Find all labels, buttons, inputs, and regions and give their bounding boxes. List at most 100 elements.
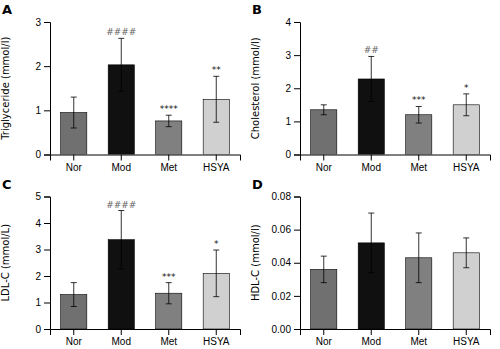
panel-label: C: [2, 177, 12, 192]
x-tick-mark: [466, 155, 467, 161]
y-tick-mark: [44, 155, 50, 156]
error-bar: [321, 105, 327, 115]
x-tick-mark: [216, 155, 217, 161]
error-bar: [71, 283, 77, 307]
axis-line: [301, 330, 491, 336]
y-tick: 1: [285, 116, 300, 127]
x-axis: Nor Mod Met HSYA: [51, 329, 241, 347]
x-tick-mark: [323, 329, 324, 335]
error-bar: [416, 106, 422, 123]
x-tick: Mod: [112, 155, 131, 173]
figure: 0123NorModMetHSYA####******Triglyceride …: [0, 0, 500, 349]
error-bar: [118, 38, 124, 91]
error-bar: [368, 213, 374, 273]
y-axis: 0123: [35, 17, 50, 161]
x-tick: Nor: [66, 155, 83, 173]
x-tick: Met: [410, 155, 427, 173]
y-tick: 0.08: [272, 191, 300, 202]
y-tick-label: 2: [285, 83, 291, 94]
x-tick: Mod: [112, 329, 131, 347]
x-tick: HSYA: [453, 329, 480, 347]
x-axis: NorModMetHSYA: [51, 155, 241, 173]
panel: 012345NorModMetHSYA####****LDL-C (mmol/L…: [0, 177, 240, 348]
x-tick: Nor: [66, 329, 83, 347]
panel: 0.000.020.040.060.08NorModMetHSYAHDL-C (…: [250, 177, 490, 348]
x-tick-mark: [121, 329, 122, 335]
y-axis-title: Cholesterol (mmol/l): [250, 37, 261, 139]
x-tick-label: Mod: [362, 162, 381, 173]
y-tick: 5: [35, 191, 50, 202]
y-tick: 0: [35, 324, 50, 335]
x-axis: Nor Mod Met HSYA: [301, 329, 491, 347]
error-bar: [321, 256, 327, 283]
y-tick: 0.06: [272, 224, 300, 235]
x-tick: Mod: [362, 155, 381, 173]
annotation: ***: [162, 272, 176, 282]
error-bar: [166, 283, 172, 304]
annotation: ####: [106, 200, 136, 210]
y-tick: 3: [35, 244, 50, 255]
plot-area: [311, 213, 480, 329]
y-tick-label: 1: [35, 297, 41, 308]
x-tick-mark: [466, 329, 467, 335]
y-tick: 2: [285, 83, 300, 94]
x-axis: NorModMetHSYA: [301, 155, 491, 173]
x-tick-mark: [418, 155, 419, 161]
x-tick: Met: [410, 329, 427, 347]
annotation: ####: [106, 27, 136, 37]
annotations: ##****: [364, 45, 469, 105]
x-tick: Mod: [362, 329, 381, 347]
y-tick: 0.02: [272, 291, 300, 302]
plot-area: [61, 211, 230, 329]
y-tick-mark: [294, 121, 300, 122]
y-tick-mark: [294, 155, 300, 156]
y-tick-mark: [44, 250, 50, 251]
plot-area: [311, 56, 480, 154]
y-tick: 0: [285, 149, 300, 160]
x-tick-label: HSYA: [203, 162, 230, 173]
y-tick-mark: [294, 329, 300, 330]
y-tick: 0.04: [272, 257, 300, 268]
x-tick-mark: [371, 155, 372, 161]
axis-line: [294, 197, 301, 330]
y-tick-mark: [44, 223, 50, 224]
x-tick-label: HSYA: [203, 336, 230, 347]
y-tick-label: 0: [35, 149, 41, 160]
y-tick-label: 0: [35, 324, 41, 335]
y-axis: 0 1 2 3 4: [285, 17, 300, 161]
y-tick: 1: [35, 105, 50, 116]
x-tick: Nor: [316, 329, 333, 347]
y-tick-label: 1: [35, 105, 41, 116]
annotation: *: [464, 83, 469, 93]
y-tick-mark: [44, 276, 50, 277]
y-tick-mark: [294, 22, 300, 23]
axis-line: [301, 155, 491, 161]
y-axis-title: HDL-C (mmol/l): [250, 224, 261, 301]
axis-line: [44, 23, 51, 156]
y-tick-label: 3: [285, 50, 291, 61]
x-tick: Met: [160, 329, 177, 347]
panel: 01234NorModMetHSYA##****Cholesterol (mmo…: [250, 2, 490, 173]
x-tick-mark: [418, 329, 419, 335]
x-tick-label: HSYA: [453, 162, 480, 173]
panel-label: A: [2, 2, 12, 17]
annotation: ***: [412, 95, 426, 105]
x-tick: HSYA: [203, 329, 230, 347]
y-tick-label: 4: [285, 17, 291, 28]
y-tick-label: 0.08: [272, 191, 292, 202]
annotations: ####******: [106, 27, 221, 114]
error-bar: [463, 238, 469, 268]
error-bar: [368, 56, 374, 101]
y-tick-label: 0.02: [272, 291, 292, 302]
y-tick: 4: [285, 17, 300, 28]
y-tick-mark: [44, 66, 50, 67]
x-tick: HSYA: [453, 155, 480, 173]
axis-line: [44, 197, 51, 330]
y-tick-mark: [294, 88, 300, 89]
y-tick-mark: [44, 303, 50, 304]
x-tick-label: Nor: [66, 162, 83, 173]
x-tick-mark: [121, 155, 122, 161]
error-bar: [118, 211, 124, 269]
annotation: *: [214, 239, 219, 249]
y-tick-mark: [44, 329, 50, 330]
